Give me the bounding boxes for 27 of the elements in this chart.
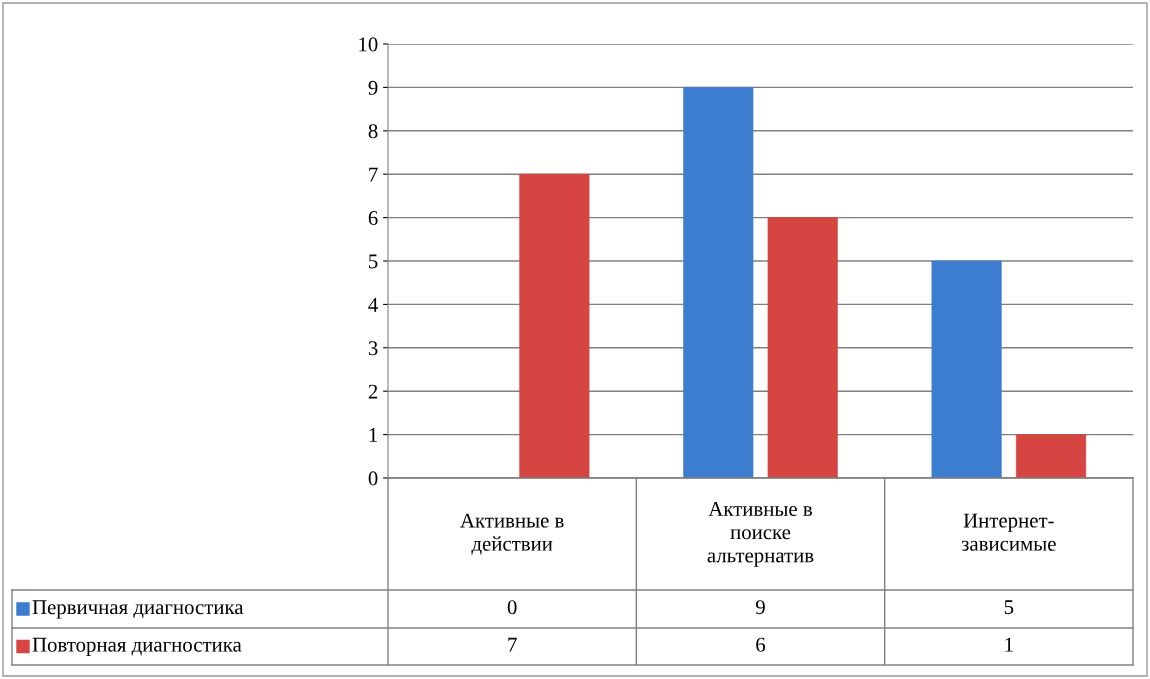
y-tick-label: 7 (369, 167, 378, 182)
y-tick-label: 3 (368, 341, 378, 356)
bar (931, 260, 1002, 478)
y-tick-label: 1 (369, 428, 378, 442)
y-tick-label: 2 (368, 384, 378, 399)
bar (683, 87, 754, 478)
bar (519, 173, 590, 478)
data-label: 9 (755, 600, 765, 615)
legend-label: Повторная диагностика (32, 637, 242, 656)
data-label: 0 (507, 600, 517, 615)
y-tick-label: 8 (368, 124, 378, 139)
bar (767, 217, 838, 478)
y-tick-label: 9 (368, 80, 378, 95)
y-tick-label: 4 (368, 297, 378, 312)
x-tick-label: Активные в поиске альтернатив (707, 502, 814, 567)
x-tick-label: Интернет- зависимые (961, 513, 1056, 551)
y-tick-label: 10 (359, 37, 378, 52)
data-label: 1 (1005, 637, 1013, 652)
x-tick-label: Активные в действии (460, 513, 564, 555)
y-tick-label: 0 (368, 471, 378, 486)
data-label: 5 (1004, 600, 1014, 615)
y-tick-label: 5 (369, 254, 378, 269)
data-label: 7 (508, 637, 517, 652)
data-label: 6 (756, 637, 766, 652)
bar (1016, 434, 1087, 478)
legend-label: Первичная диагностика (32, 600, 244, 619)
y-tick-label: 6 (368, 211, 378, 226)
